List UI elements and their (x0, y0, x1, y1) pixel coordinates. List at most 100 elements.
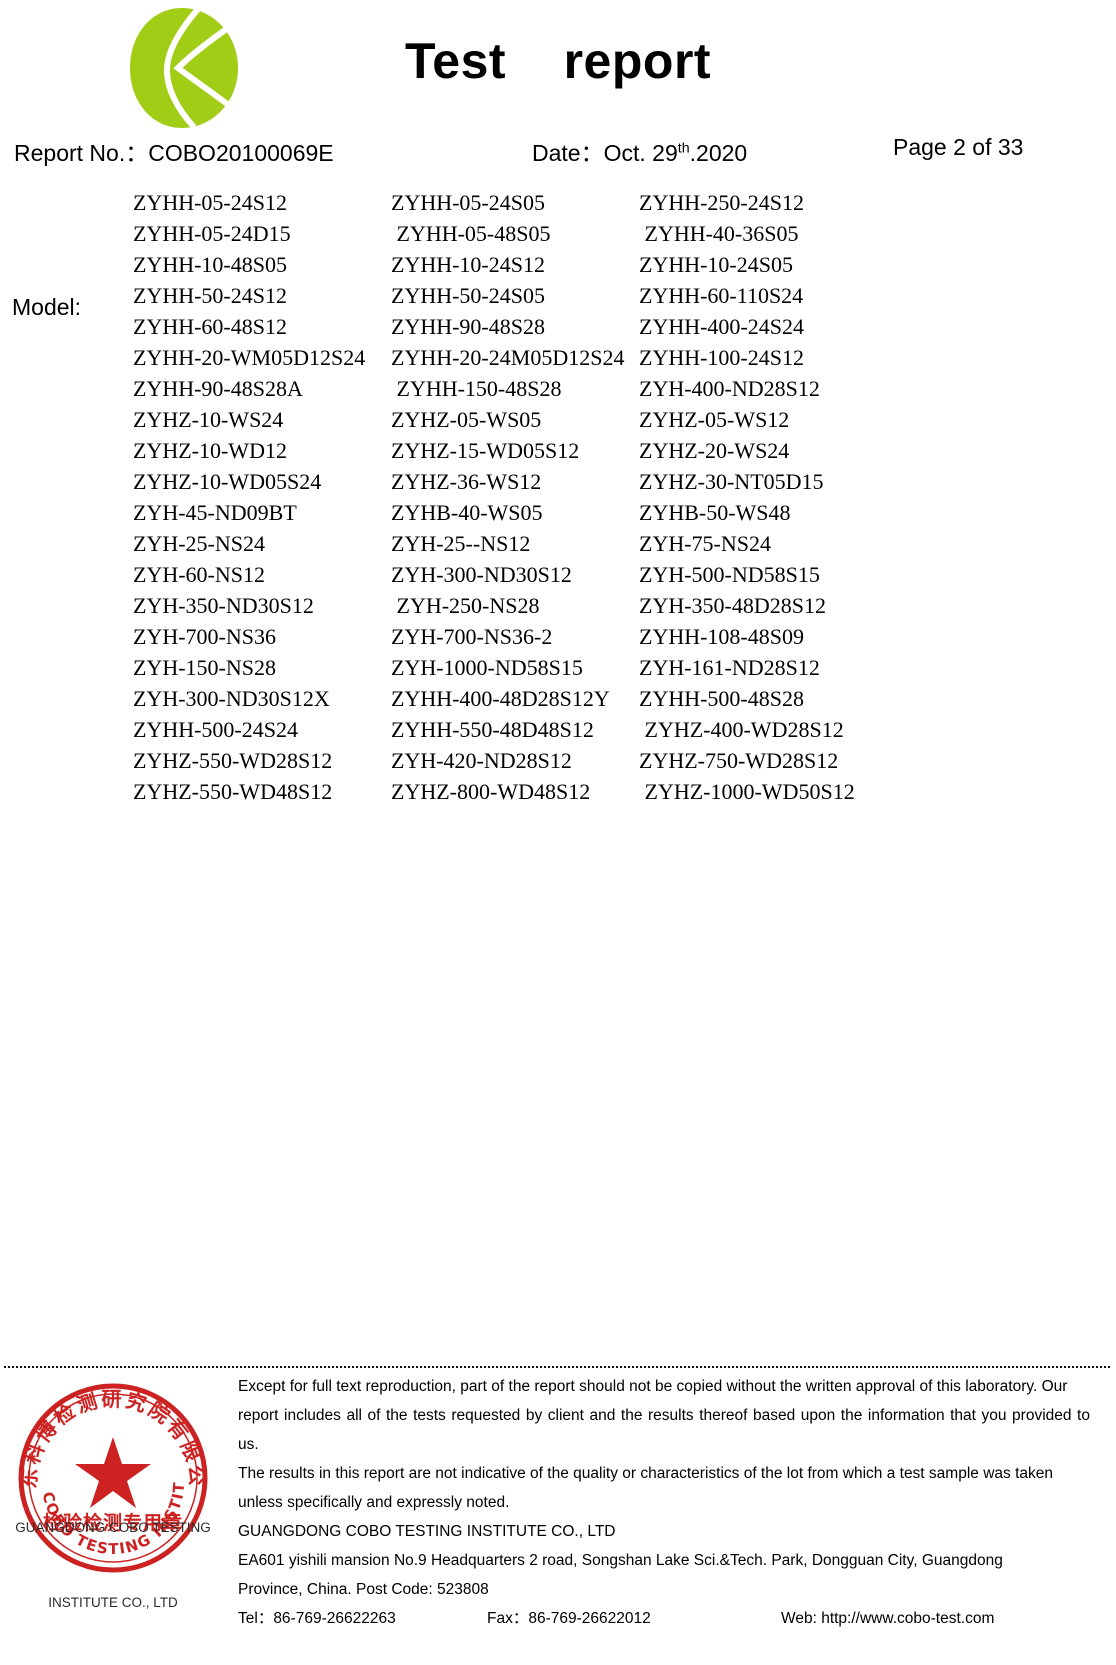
model-cell: ZYHH-550-48D48S12 (391, 717, 594, 742)
model-cell: ZYHZ-550-WD48S12 (133, 779, 333, 804)
table-row: ZYH-700-NS36 ZYH-700-NS36-2 ZYHH-108-48S… (133, 626, 889, 657)
table-row: ZYHH-05-24S12 ZYHH-05-24S05 ZYHH-250-24S… (133, 192, 889, 223)
model-cell: ZYHZ-30-NT05D15 (639, 469, 824, 494)
report-date-label: Date： (532, 140, 604, 166)
footer-website[interactable]: Web: http://www.cobo-test.com (781, 1610, 995, 1627)
table-row: ZYHH-20-WM05D12S24 ZYHH-20-24M05D12S24 Z… (133, 347, 889, 378)
table-row: ZYHH-90-48S28A ZYHH-150-48S28 ZYH-400-ND… (133, 378, 889, 409)
model-cell: ZYHH-500-24S24 (133, 717, 298, 742)
company-seal-stamp: 广东科博检测研究院有限公司 GUANGDONG COBO TESTING INS… (14, 1379, 212, 1610)
report-number-value: COBO20100069E (148, 140, 334, 166)
model-cell: ZYHZ-05-WS12 (639, 407, 790, 432)
model-cell: ZYHZ-10-WD12 (133, 438, 287, 463)
model-cell: ZYHZ-750-WD28S12 (639, 748, 839, 773)
report-number-label: Report No.： (14, 140, 149, 166)
report-meta-row: Report No.：COBO20100069E Date：Oct. 29th.… (0, 134, 1116, 172)
report-date-value: Oct. 29 (603, 140, 678, 166)
model-cell: ZYH-25-NS24 (133, 531, 265, 556)
model-cell: ZYHH-20-WM05D12S24 (133, 345, 366, 370)
table-row: ZYHH-60-48S12 ZYHH-90-48S28 ZYHH-400-24S… (133, 316, 889, 347)
disclaimer-line-4: unless specifically and expressly noted. (238, 1494, 510, 1511)
model-cell: ZYHH-40-36S05 (639, 221, 799, 246)
disclaimer-line-2: report includes all of the tests request… (238, 1407, 1090, 1453)
table-row: ZYH-300-ND30S12X ZYHH-400-48D28S12Y ZYHH… (133, 688, 889, 719)
table-row: ZYHZ-10-WD12 ZYHZ-15-WD05S12 ZYHZ-20-WS2… (133, 440, 889, 471)
table-row: ZYH-45-ND09BT ZYHB-40-WS05 ZYHB-50-WS48 (133, 502, 889, 533)
table-row: ZYH-350-ND30S12 ZYH-250-NS28 ZYH-350-48D… (133, 595, 889, 626)
report-date-ordinal-suffix: th (677, 140, 690, 157)
model-cell: ZYH-60-NS12 (133, 562, 265, 587)
model-cell: ZYHZ-36-WS12 (391, 469, 542, 494)
footer-fax: Fax：86-769-26622012 (487, 1610, 651, 1627)
model-cell: ZYH-300-ND30S12 (391, 562, 572, 587)
table-row: ZYHZ-10-WS24 ZYHZ-05-WS05 ZYHZ-05-WS12 (133, 409, 889, 440)
footer-address-line-2: Province, China. Post Code: 523808 (238, 1581, 489, 1598)
model-cell: ZYH-250-NS28 (391, 593, 540, 618)
table-row: ZYHH-500-24S24 ZYHH-550-48D48S12 ZYHZ-40… (133, 719, 889, 750)
table-row: ZYHZ-550-WD28S12 ZYH-420-ND28S12 ZYHZ-75… (133, 750, 889, 781)
model-cell: ZYH-300-ND30S12X (133, 686, 330, 711)
table-row: ZYH-150-NS28 ZYH-1000-ND58S15 ZYH-161-ND… (133, 657, 889, 688)
document-footer: Except for full text reproduction, part … (238, 1372, 1090, 1633)
model-cell: ZYHZ-1000-WD50S12 (639, 779, 855, 804)
model-cell: ZYHZ-15-WD05S12 (391, 438, 580, 463)
model-cell: ZYHH-60-110S24 (639, 283, 804, 308)
model-cell: ZYHH-50-24S05 (391, 283, 545, 308)
model-cell: ZYHH-60-48S12 (133, 314, 287, 339)
model-cell: ZYHZ-10-WD05S24 (133, 469, 322, 494)
model-cell: ZYHH-400-48D28S12Y (391, 686, 610, 711)
model-cell: ZYHH-50-24S12 (133, 283, 287, 308)
company-logo (120, 6, 244, 130)
model-cell: ZYH-350-48D28S12 (639, 593, 826, 618)
model-cell: ZYH-161-ND28S12 (639, 655, 820, 680)
page-number: Page 2 of 33 (893, 134, 1024, 160)
model-cell: ZYH-45-ND09BT (133, 500, 297, 525)
model-cell: ZYHH-500-48S28 (639, 686, 804, 711)
table-row: ZYHH-50-24S12 ZYHH-50-24S05 ZYHH-60-110S… (133, 285, 889, 316)
model-cell: ZYHH-250-24S12 (639, 190, 804, 215)
document-header: Test report (0, 0, 1116, 132)
model-table-body: ZYHH-05-24S12 ZYHH-05-24S05 ZYHH-250-24S… (133, 192, 889, 812)
model-cell: ZYHH-10-24S12 (391, 252, 545, 277)
page-title: Test report (404, 33, 712, 89)
model-cell: ZYHH-90-48S28 (391, 314, 545, 339)
model-cell: ZYHH-05-24S12 (133, 190, 287, 215)
model-cell: ZYHH-150-48S28 (391, 376, 562, 401)
model-cell: ZYHH-90-48S28A (133, 376, 303, 401)
model-cell: ZYHH-100-24S12 (639, 345, 804, 370)
model-cell: ZYH-700-NS36 (133, 624, 276, 649)
model-cell: ZYH-75-NS24 (639, 531, 771, 556)
seal-overlay-line-1: GUANGDONG COBO TESTING (15, 1520, 211, 1535)
model-cell: ZYH-350-ND30S12 (133, 593, 314, 618)
footer-telephone: Tel：86-769-26622263 (238, 1610, 396, 1627)
table-row: ZYH-25-NS24 ZYH-25--NS12 ZYH-75-NS24 (133, 533, 889, 564)
model-cell: ZYHZ-20-WS24 (639, 438, 790, 463)
model-cell: ZYH-420-ND28S12 (391, 748, 572, 773)
model-cell: ZYHH-10-24S05 (639, 252, 793, 277)
model-cell: ZYHH-20-24M05D12S24 (391, 345, 625, 370)
model-cell: ZYHB-50-WS48 (639, 500, 791, 525)
model-cell: ZYHH-05-24S05 (391, 190, 545, 215)
model-cell: ZYHB-40-WS05 (391, 500, 543, 525)
model-cell: ZYH-1000-ND58S15 (391, 655, 583, 680)
model-cell: ZYH-25--NS12 (391, 531, 531, 556)
footer-address-line-1: EA601 yishili mansion No.9 Headquarters … (238, 1552, 1003, 1569)
seal-overlay-text: GUANGDONG COBO TESTING INSTITUTE CO., LT… (6, 1465, 220, 1665)
seal-overlay-line-2: INSTITUTE CO., LTD (48, 1595, 178, 1610)
model-cell: ZYHZ-10-WS24 (133, 407, 284, 432)
model-cell: ZYHH-05-24D15 (133, 221, 291, 246)
model-cell: ZYH-150-NS28 (133, 655, 276, 680)
model-cell: ZYHZ-400-WD28S12 (639, 717, 844, 742)
svg-text:检验检测专用章: 检验检测专用章 (43, 1511, 183, 1534)
model-cell: ZYH-700-NS36-2 (391, 624, 553, 649)
model-cell: ZYH-500-ND58S15 (639, 562, 820, 587)
table-row: ZYHZ-550-WD48S12 ZYHZ-800-WD48S12 ZYHZ-1… (133, 781, 889, 812)
table-row: ZYHH-05-24D15 ZYHH-05-48S05 ZYHH-40-36S0… (133, 223, 889, 254)
model-cell: ZYHH-108-48S09 (639, 624, 804, 649)
model-label: Model: (12, 294, 82, 320)
footer-contact-line: Tel：86-769-26622263 Fax：86-769-26622012 … (238, 1604, 1090, 1633)
model-table: ZYHH-05-24S12 ZYHH-05-24S05 ZYHH-250-24S… (133, 192, 889, 812)
model-cell: ZYHZ-550-WD28S12 (133, 748, 333, 773)
model-cell: ZYHZ-800-WD48S12 (391, 779, 591, 804)
report-date-year: .2020 (689, 140, 748, 166)
